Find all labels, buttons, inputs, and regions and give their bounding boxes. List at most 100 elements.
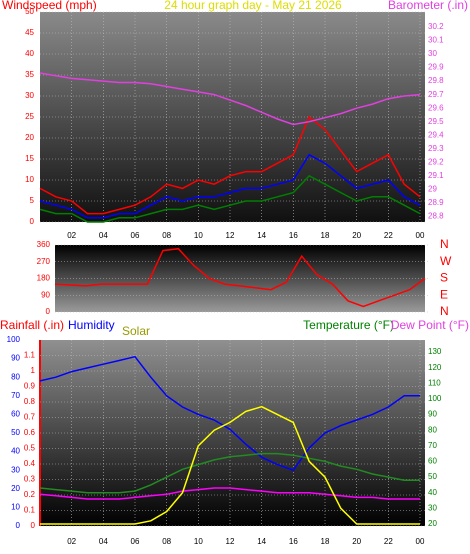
series-line (39, 487, 420, 500)
series-line (39, 153, 421, 219)
y-tick-label: 180 (37, 274, 51, 283)
y2-tick-label: 30.2 (428, 22, 444, 31)
y2-tick-label: 50 (428, 472, 437, 481)
y3-tick-label: 0 (16, 521, 21, 530)
x-tick-label: 20 (352, 231, 361, 240)
y-tick-label: 5 (30, 196, 35, 205)
x-tick-label: 08 (162, 231, 171, 240)
y-tick-label: 0 (30, 217, 35, 226)
y-tick-label: 0.9 (24, 382, 36, 391)
y2-tick-label: 29.2 (428, 157, 444, 166)
y3-tick-label: 30 (11, 465, 20, 474)
y-tick-label: 35 (25, 70, 34, 79)
y3-tick-label: 50 (11, 428, 20, 437)
y2-tick-label: 80 (428, 425, 437, 434)
y-tick-label: 0 (46, 307, 51, 316)
x-tick-label: 22 (384, 537, 393, 546)
series-line (40, 405, 420, 525)
y3-tick-label: 20 (11, 484, 20, 493)
x-tick-label: 00 (416, 231, 425, 240)
y2-tick-label: 30 (428, 503, 437, 512)
x-tick-label: 10 (194, 537, 203, 546)
y-tick-label: 30 (25, 91, 34, 100)
y2-tick-label: 120 (428, 363, 442, 372)
y-tick-label: 360 (37, 240, 51, 249)
x-tick-label: 00 (416, 537, 425, 546)
series-line (39, 174, 421, 223)
series-line (39, 72, 421, 126)
x-tick-label: 12 (226, 231, 235, 240)
y2-tick-label: 90 (428, 410, 437, 419)
x-tick-label: 22 (384, 231, 393, 240)
y-tick-label: 0.2 (24, 490, 36, 499)
plot-bg (55, 245, 425, 312)
x-tick-label: 04 (99, 231, 108, 240)
y-tick-label: 1.1 (24, 351, 36, 360)
y-tick-label: 1 (31, 366, 36, 375)
y-tick-label: 10 (25, 175, 34, 184)
y2-tick-label: 29.4 (428, 130, 444, 139)
y2-tick-label: 29.1 (428, 171, 444, 180)
series-line (54, 247, 426, 308)
x-tick-label: 16 (289, 231, 298, 240)
y2-tick-label: 29.8 (428, 76, 444, 85)
y-tick-label: 40 (25, 49, 34, 58)
y2-tick-label: 40 (428, 488, 437, 497)
baro-label: Barometer (.in) (388, 0, 468, 12)
y3-tick-label: 10 (11, 503, 20, 512)
y2-tick-label: 70 (428, 441, 437, 450)
y-tick-label: 0.7 (24, 413, 36, 422)
humidity-label: Humidity (68, 318, 115, 332)
y-tick-label: 15 (25, 154, 34, 163)
y2-tick-label: 28.8 (428, 212, 444, 221)
y2-tick-label: 29.7 (428, 90, 444, 99)
y2-tick-label: 29.3 (428, 144, 444, 153)
y2-tick-label: 29.6 (428, 103, 444, 112)
y-tick-label: 0.5 (24, 444, 36, 453)
dew-label: Dew Point (°F) (391, 318, 469, 332)
x-tick-label: 06 (131, 231, 140, 240)
y2-tick-label: 29.9 (428, 63, 444, 72)
y-tick-label: 0.3 (24, 475, 36, 484)
y-tick-label: 20 (25, 133, 34, 142)
x-tick-label: 12 (226, 537, 235, 546)
y-tick-label: 50 (25, 7, 34, 16)
x-tick-label: 04 (99, 537, 108, 546)
y-tick-label: 0 (31, 521, 36, 530)
y3-tick-label: 40 (11, 447, 20, 456)
x-tick-label: 14 (257, 231, 266, 240)
y3-tick-label: 70 (11, 391, 20, 400)
y2-tick-label: N (440, 304, 449, 318)
y3-tick-label: 100 (7, 335, 21, 344)
y2-tick-label: S (440, 271, 448, 285)
solar-label: Solar (122, 324, 150, 338)
x-tick-label: 02 (67, 537, 76, 546)
y2-tick-label: 110 (428, 378, 441, 387)
x-tick-label: 10 (194, 231, 203, 240)
y-tick-label: 0.8 (24, 397, 36, 406)
y-tick-label: 0.1 (24, 506, 36, 515)
series-line (39, 115, 421, 215)
y-tick-label: 0.4 (24, 459, 36, 468)
y2-tick-label: 20 (428, 519, 437, 528)
y2-tick-label: 30.1 (428, 36, 444, 45)
y2-tick-label: 29.5 (428, 117, 444, 126)
y2-tick-label: 60 (428, 457, 437, 466)
chart-title: 24 hour graph day - May 21 2026 (164, 0, 342, 12)
y-tick-label: 270 (37, 257, 51, 266)
x-tick-label: 18 (321, 231, 330, 240)
rain-label: Rainfall (.in) (0, 318, 64, 332)
x-tick-label: 14 (257, 537, 266, 546)
temp-label: Temperature (°F) (303, 318, 394, 332)
y2-tick-label: W (440, 254, 452, 268)
x-tick-label: 06 (131, 537, 140, 546)
y2-tick-label: 29 (428, 185, 437, 194)
y3-tick-label: 90 (11, 354, 20, 363)
y2-tick-label: 130 (428, 347, 442, 356)
y2-tick-label: 30 (428, 49, 437, 58)
x-tick-label: 16 (289, 537, 298, 546)
y2-tick-label: N (440, 237, 449, 251)
y-tick-label: 45 (25, 28, 34, 37)
y2-tick-label: 100 (428, 394, 442, 403)
